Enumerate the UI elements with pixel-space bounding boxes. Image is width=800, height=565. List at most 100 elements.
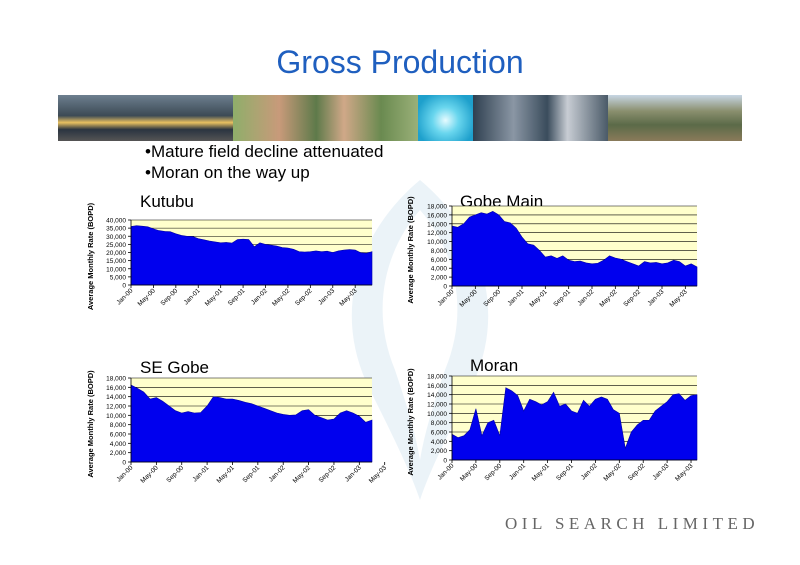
y-axis-label: Average Monthly Rate (BOPD) — [86, 370, 95, 478]
y-tick-label: 6,000 — [431, 257, 448, 264]
x-tick-label: May-01 — [204, 287, 225, 308]
y-axis-label: Average Monthly Rate (BOPD) — [406, 368, 415, 476]
x-tick-label: Jan-02 — [580, 462, 599, 481]
banner-photo-plant — [58, 95, 233, 141]
y-tick-label: 0 — [443, 284, 447, 291]
x-tick-label: May-02 — [271, 287, 292, 308]
y-tick-label: 18,000 — [427, 374, 447, 381]
x-tick-label: May-02 — [292, 464, 313, 485]
chart-gobe-main: 0 2,000 4,000 6,000 8,000 10,000 12,000 14,000 1… — [406, 196, 698, 309]
x-tick-label: May-03 — [674, 462, 695, 483]
y-tick-label: 10,000 — [427, 239, 447, 246]
y-tick-label: 16,000 — [106, 385, 126, 392]
x-tick-label: May-00 — [458, 288, 479, 309]
production-area — [451, 210, 698, 287]
y-tick-label: 14,000 — [427, 221, 447, 228]
y-tick-label: 30,000 — [106, 234, 126, 241]
chart-title-kutubu: Kutubu — [140, 192, 194, 211]
x-tick-label: Jan-01 — [192, 464, 211, 483]
y-tick-label: 4,000 — [110, 441, 127, 448]
x-tick-label: Jan-02 — [250, 287, 269, 306]
x-tick-label: May-03 — [338, 287, 359, 308]
y-tick-label: 40,000 — [106, 218, 126, 225]
x-tick-label: Jan-03 — [317, 287, 336, 306]
x-tick-label: May-00 — [139, 464, 160, 485]
x-tick-label: May-01 — [531, 462, 552, 483]
chart-moran: 0 2,000 4,000 6,000 8,000 10,000 12,000 14,000 1… — [406, 368, 698, 483]
y-tick-label: 8,000 — [431, 248, 448, 255]
bullet-list: Mature field decline attenuated Moran on… — [145, 141, 384, 183]
y-tick-label: 18,000 — [427, 204, 447, 211]
banner-photo-forest — [608, 95, 742, 141]
y-tick-label: 12,000 — [106, 404, 126, 411]
x-tick-label: Jan-02 — [268, 464, 287, 483]
y-tick-label: 4,000 — [431, 266, 448, 273]
production-area — [130, 225, 373, 286]
x-tick-label: Jan-00 — [436, 288, 455, 307]
x-tick-label: Sep-02 — [294, 287, 314, 307]
x-tick-label: Jan-03 — [652, 462, 671, 481]
chart-title-moran: Moran — [470, 356, 519, 375]
y-tick-label: 0 — [443, 458, 447, 465]
x-tick-label: Sep-00 — [482, 288, 502, 308]
x-tick-label: May-02 — [598, 288, 619, 309]
y-tick-label: 14,000 — [427, 392, 447, 399]
y-tick-label: 4,000 — [431, 439, 448, 446]
y-tick-label: 16,000 — [427, 383, 447, 390]
x-tick-label: May-01 — [528, 288, 549, 309]
banner-photo-children — [233, 95, 418, 141]
y-tick-label: 12,000 — [427, 230, 447, 237]
x-tick-label: Jan-00 — [115, 464, 134, 483]
y-tick-label: 35,000 — [106, 226, 126, 233]
chart-kutubu: 0 5,00010,00015,00020,00025,00030,00035,0… — [86, 202, 373, 310]
x-tick-label: May-03 — [668, 288, 689, 309]
y-tick-label: 2,000 — [110, 450, 127, 457]
y-tick-label: 10,000 — [106, 413, 126, 420]
x-tick-label: Sep-02 — [627, 462, 647, 482]
x-tick-label: Jan-03 — [344, 464, 363, 483]
x-tick-label: Sep-01 — [555, 462, 575, 482]
x-tick-label: Sep-00 — [159, 287, 179, 307]
x-tick-label: Sep-02 — [318, 464, 338, 484]
x-tick-label: May-00 — [459, 462, 480, 483]
x-tick-label: Jan-00 — [436, 462, 455, 481]
y-tick-label: 8,000 — [431, 420, 448, 427]
y-tick-label: 0 — [122, 460, 126, 467]
y-tick-label: 6,000 — [431, 430, 448, 437]
chart-title-se-gobe: SE Gobe — [140, 358, 209, 377]
chart-se-gobe: 0 2,000 4,000 6,000 8,000 10,000 12,000 14,000 1… — [86, 370, 389, 485]
x-tick-label: Sep-01 — [241, 464, 261, 484]
banner-photo-glow — [418, 95, 473, 141]
x-tick-label: Sep-01 — [227, 287, 247, 307]
x-tick-label: Sep-00 — [165, 464, 185, 484]
y-tick-label: 10,000 — [106, 266, 126, 273]
y-tick-label: 15,000 — [106, 258, 126, 265]
y-tick-label: 25,000 — [106, 242, 126, 249]
y-tick-label: 8,000 — [110, 422, 127, 429]
x-tick-label: May-01 — [216, 464, 237, 485]
x-tick-label: Sep-02 — [622, 288, 642, 308]
bullet-item: Mature field decline attenuated — [145, 141, 384, 162]
y-tick-label: 14,000 — [106, 394, 126, 401]
y-tick-label: 0 — [122, 283, 126, 290]
x-tick-label: Jan-02 — [576, 288, 595, 307]
y-tick-label: 20,000 — [106, 250, 126, 257]
photo-banner — [58, 95, 742, 141]
y-tick-label: 18,000 — [106, 376, 126, 383]
x-tick-label: Jan-01 — [506, 288, 525, 307]
bullet-item: Moran on the way up — [145, 162, 383, 183]
company-name-footer: OIL SEARCH LIMITED — [505, 514, 760, 533]
x-tick-label: Jan-01 — [508, 462, 527, 481]
production-area — [130, 384, 373, 463]
y-tick-label: 5,000 — [110, 274, 127, 281]
y-tick-label: 6,000 — [110, 432, 127, 439]
x-tick-label: May-02 — [602, 462, 623, 483]
y-axis-label: Average Monthly Rate (BOPD) — [406, 196, 415, 304]
x-tick-label: Jan-00 — [115, 287, 134, 306]
x-tick-label: Sep-00 — [483, 462, 503, 482]
x-tick-label: May-03 — [368, 464, 389, 485]
x-tick-label: Sep-01 — [552, 288, 572, 308]
x-tick-label: Jan-03 — [646, 288, 665, 307]
banner-photo-workers — [473, 95, 608, 141]
x-tick-label: May-00 — [137, 287, 158, 308]
